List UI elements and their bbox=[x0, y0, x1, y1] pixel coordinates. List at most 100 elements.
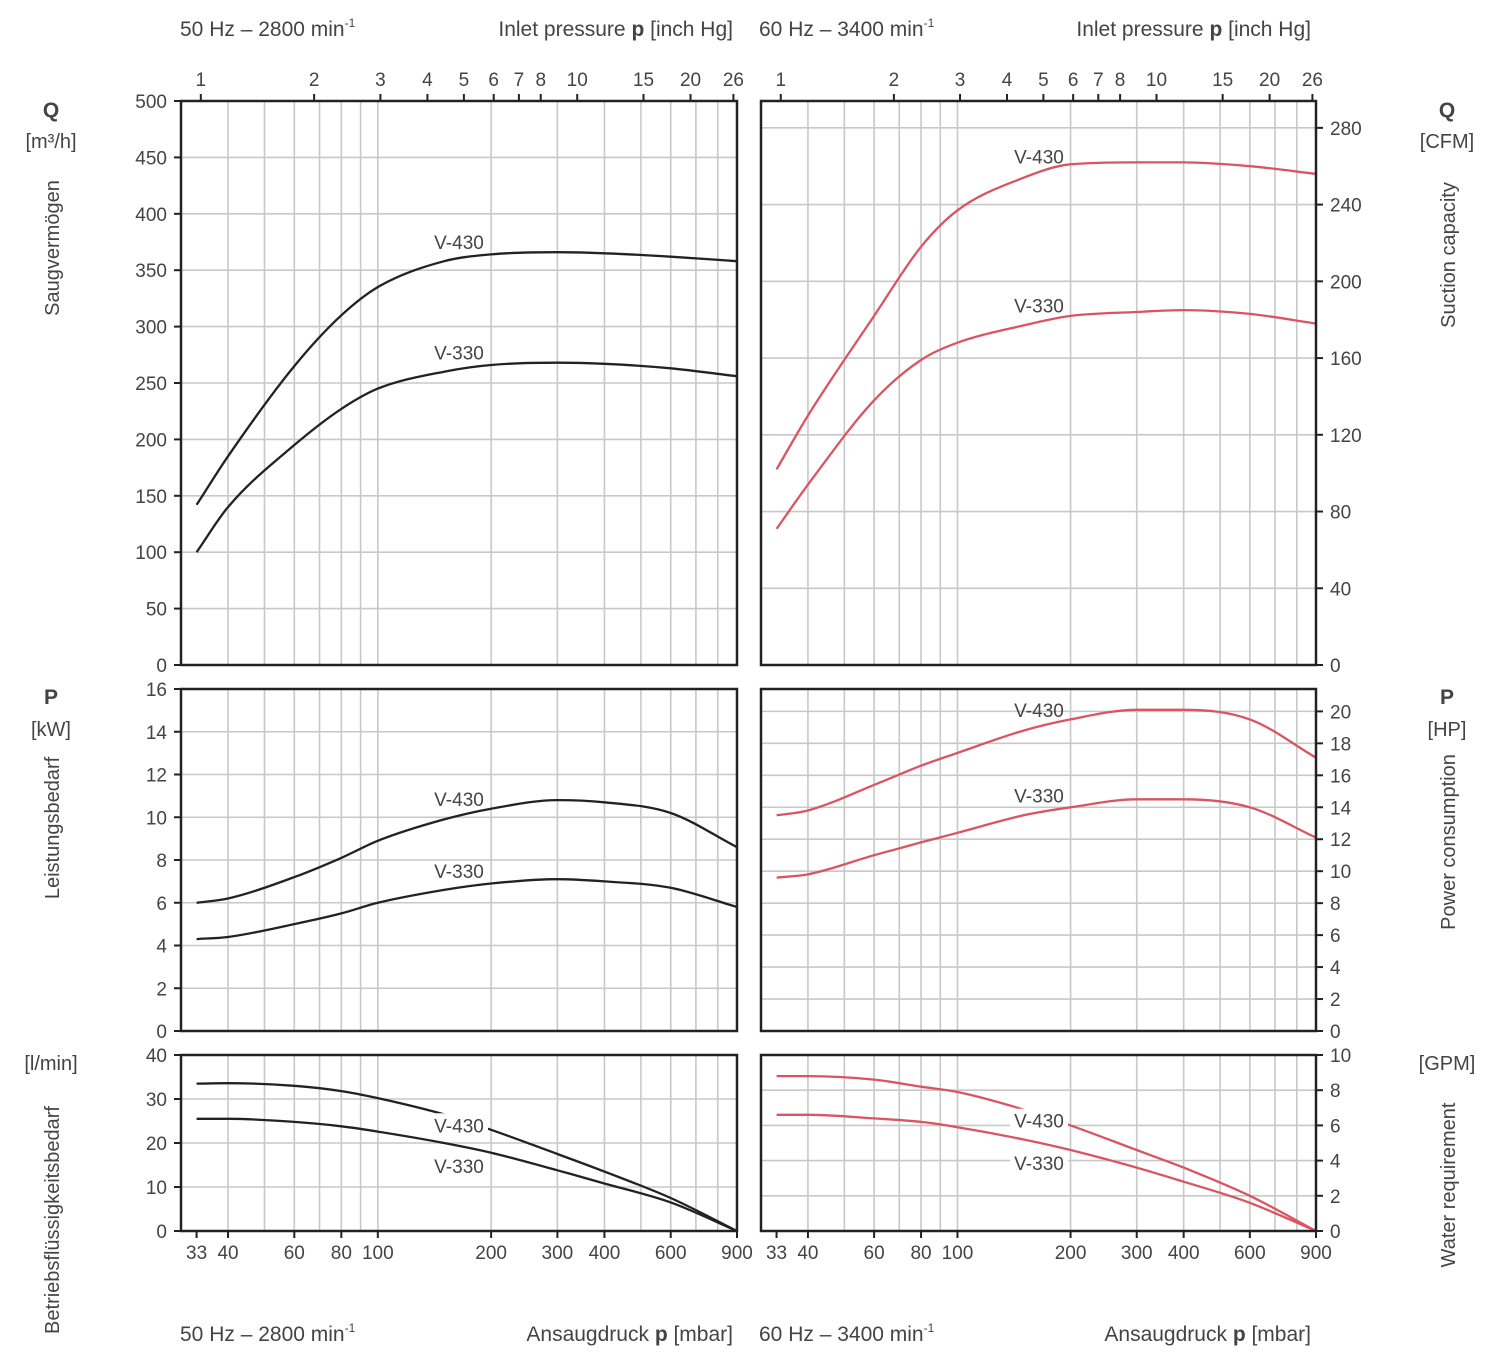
p60-ytick-label: 18 bbox=[1330, 734, 1351, 755]
footer-right-frequency: 60 Hz – 3400 min-1 bbox=[759, 1321, 935, 1346]
q50-inhg-tick-label: 6 bbox=[488, 70, 499, 91]
p50-ytick-label: 12 bbox=[146, 766, 167, 787]
w60-ytick-label: 4 bbox=[1330, 1152, 1341, 1173]
w60-ytick-label: 0 bbox=[1330, 1222, 1341, 1243]
q50-inhg-tick-label: 10 bbox=[567, 70, 588, 91]
p50-ytick-label: 2 bbox=[156, 979, 167, 1000]
q60-ytick-label: 280 bbox=[1330, 119, 1362, 140]
footer-left-ansaugdruck: Ansaugdruck p [mbar] bbox=[526, 1323, 733, 1346]
q50-ytick-label: 350 bbox=[135, 261, 167, 282]
w50-mbar-tick-label: 600 bbox=[655, 1243, 687, 1264]
w50-mbar-tick-label: 40 bbox=[217, 1243, 238, 1264]
curve-layer bbox=[195, 161, 1317, 1233]
q60-ytick-label: 120 bbox=[1330, 426, 1362, 447]
q50-inhg-tick-label: 7 bbox=[514, 70, 525, 91]
series-label-layer: V-430 V-330 V-430 V-330 V-430 V-330 V-430 V-330… bbox=[430, 147, 1068, 1179]
q50-inhg-tick-label: 2 bbox=[309, 70, 320, 91]
p-unit-left: [kW] bbox=[31, 719, 71, 741]
q50-inhg-tick-label: 20 bbox=[680, 70, 701, 91]
p50-ytick-label: 6 bbox=[156, 894, 167, 915]
q60-inhg-tick-label: 1 bbox=[775, 70, 786, 91]
q-title-left: Saugvermögen bbox=[42, 180, 64, 316]
q60-ytick-label: 160 bbox=[1330, 349, 1362, 370]
q50-inhg-tick-label: 15 bbox=[633, 70, 654, 91]
q50-ytick-label: 0 bbox=[156, 656, 167, 677]
q50-ytick-label: 200 bbox=[135, 430, 167, 451]
q60-ytick-label: 40 bbox=[1330, 579, 1351, 600]
q60-curve-v-430 bbox=[775, 161, 1317, 470]
p-unit-right: [HP] bbox=[1428, 719, 1467, 741]
q60-inhg-tick-label: 5 bbox=[1038, 70, 1049, 91]
q60-series-label-v-330: V-330 bbox=[1014, 296, 1064, 317]
w50-ytick-label: 30 bbox=[146, 1090, 167, 1111]
q-unit-left: [m³/h] bbox=[25, 131, 76, 153]
w60-mbar-tick-label: 40 bbox=[797, 1243, 818, 1264]
q50-curve-v-330 bbox=[195, 361, 738, 553]
q50-ytick-label: 300 bbox=[135, 318, 167, 339]
q60-ytick-label: 240 bbox=[1330, 196, 1362, 217]
q50-curve-v-430 bbox=[195, 251, 738, 506]
p60-ytick-label: 4 bbox=[1330, 958, 1341, 979]
w60-frame bbox=[759, 1053, 1318, 1233]
q50-series-label-v-430: V-430 bbox=[434, 233, 484, 254]
q50-series-label-v-330: V-330 bbox=[434, 344, 484, 365]
w60-ytick-label: 2 bbox=[1330, 1187, 1341, 1208]
q60-inhg-tick-label: 26 bbox=[1302, 70, 1323, 91]
w60-ytick-label: 10 bbox=[1330, 1046, 1351, 1067]
q50-inhg-tick-label: 8 bbox=[535, 70, 546, 91]
q50-ytick-label: 150 bbox=[135, 487, 167, 508]
p60-curve-v-330 bbox=[776, 798, 1317, 879]
w50-curve-v-330 bbox=[196, 1117, 738, 1233]
q50-inhg-tick-label: 1 bbox=[196, 70, 207, 91]
q50-ytick-label: 100 bbox=[135, 543, 167, 564]
w60-series-label-v-330: V-330 bbox=[1014, 1154, 1064, 1175]
w-title-right: Water requirement bbox=[1438, 1102, 1460, 1267]
q60-ytick-label: 200 bbox=[1330, 272, 1362, 293]
q-symbol-right: Q bbox=[1439, 99, 1455, 122]
w60-ytick-label: 6 bbox=[1330, 1116, 1341, 1137]
w50-mbar-tick-label: 400 bbox=[589, 1243, 621, 1264]
w50-mbar-tick-label: 33 bbox=[186, 1243, 207, 1264]
p50-ytick-label: 8 bbox=[156, 851, 167, 872]
p50-curve-v-330 bbox=[196, 878, 738, 941]
w60-mbar-tick-label: 80 bbox=[910, 1243, 931, 1264]
q50-ytick-label: 250 bbox=[135, 374, 167, 395]
header-left-frequency: 50 Hz – 2800 min-1 bbox=[180, 16, 356, 41]
p-title-left: Leistungsbedarf bbox=[42, 756, 64, 899]
q60-inhg-tick-label: 7 bbox=[1093, 70, 1104, 91]
w-title-left: Betriebsflüssigkeitsbedarf bbox=[42, 1106, 64, 1334]
p-symbol-right: P bbox=[1440, 686, 1454, 709]
q50-inhg-tick-label: 5 bbox=[459, 70, 470, 91]
q60-series-label-v-430: V-430 bbox=[1014, 147, 1064, 168]
w50-ytick-label: 40 bbox=[146, 1046, 167, 1067]
q50-ytick-label: 450 bbox=[135, 148, 167, 169]
w60-mbar-tick-label: 33 bbox=[766, 1243, 787, 1264]
p50-ytick-label: 0 bbox=[156, 1022, 167, 1043]
w50-series-label-v-430: V-430 bbox=[434, 1116, 484, 1137]
w60-mbar-tick-label: 400 bbox=[1168, 1243, 1200, 1264]
p60-curve-v-430 bbox=[776, 708, 1317, 817]
q50-inhg-tick-label: 3 bbox=[375, 70, 386, 91]
w-unit-left: [l/min] bbox=[24, 1053, 77, 1075]
p-title-right: Power consumption bbox=[1438, 754, 1460, 930]
p60-ytick-label: 14 bbox=[1330, 798, 1352, 819]
q60-inhg-tick-label: 10 bbox=[1146, 70, 1167, 91]
w60-mbar-tick-label: 900 bbox=[1300, 1243, 1332, 1264]
p50-series-label-v-330: V-330 bbox=[434, 862, 484, 883]
q60-inhg-tick-label: 3 bbox=[955, 70, 966, 91]
header-right-frequency: 60 Hz – 3400 min-1 bbox=[759, 16, 935, 41]
w60-label-bg bbox=[1010, 1150, 1068, 1175]
q60-ytick-label: 0 bbox=[1330, 656, 1341, 677]
q-symbol-left: Q bbox=[43, 99, 59, 122]
w50-ytick-label: 0 bbox=[156, 1222, 167, 1243]
q60-inhg-tick-label: 20 bbox=[1259, 70, 1280, 91]
q60-curve-v-330 bbox=[775, 308, 1317, 530]
p60-frame bbox=[759, 687, 1318, 1033]
p-symbol-left: P bbox=[44, 686, 58, 709]
p50-series-label-v-430: V-430 bbox=[434, 790, 484, 811]
w50-label-bg bbox=[430, 1154, 488, 1179]
w60-mbar-tick-label: 200 bbox=[1055, 1243, 1087, 1264]
q50-ytick-label: 400 bbox=[135, 205, 167, 226]
